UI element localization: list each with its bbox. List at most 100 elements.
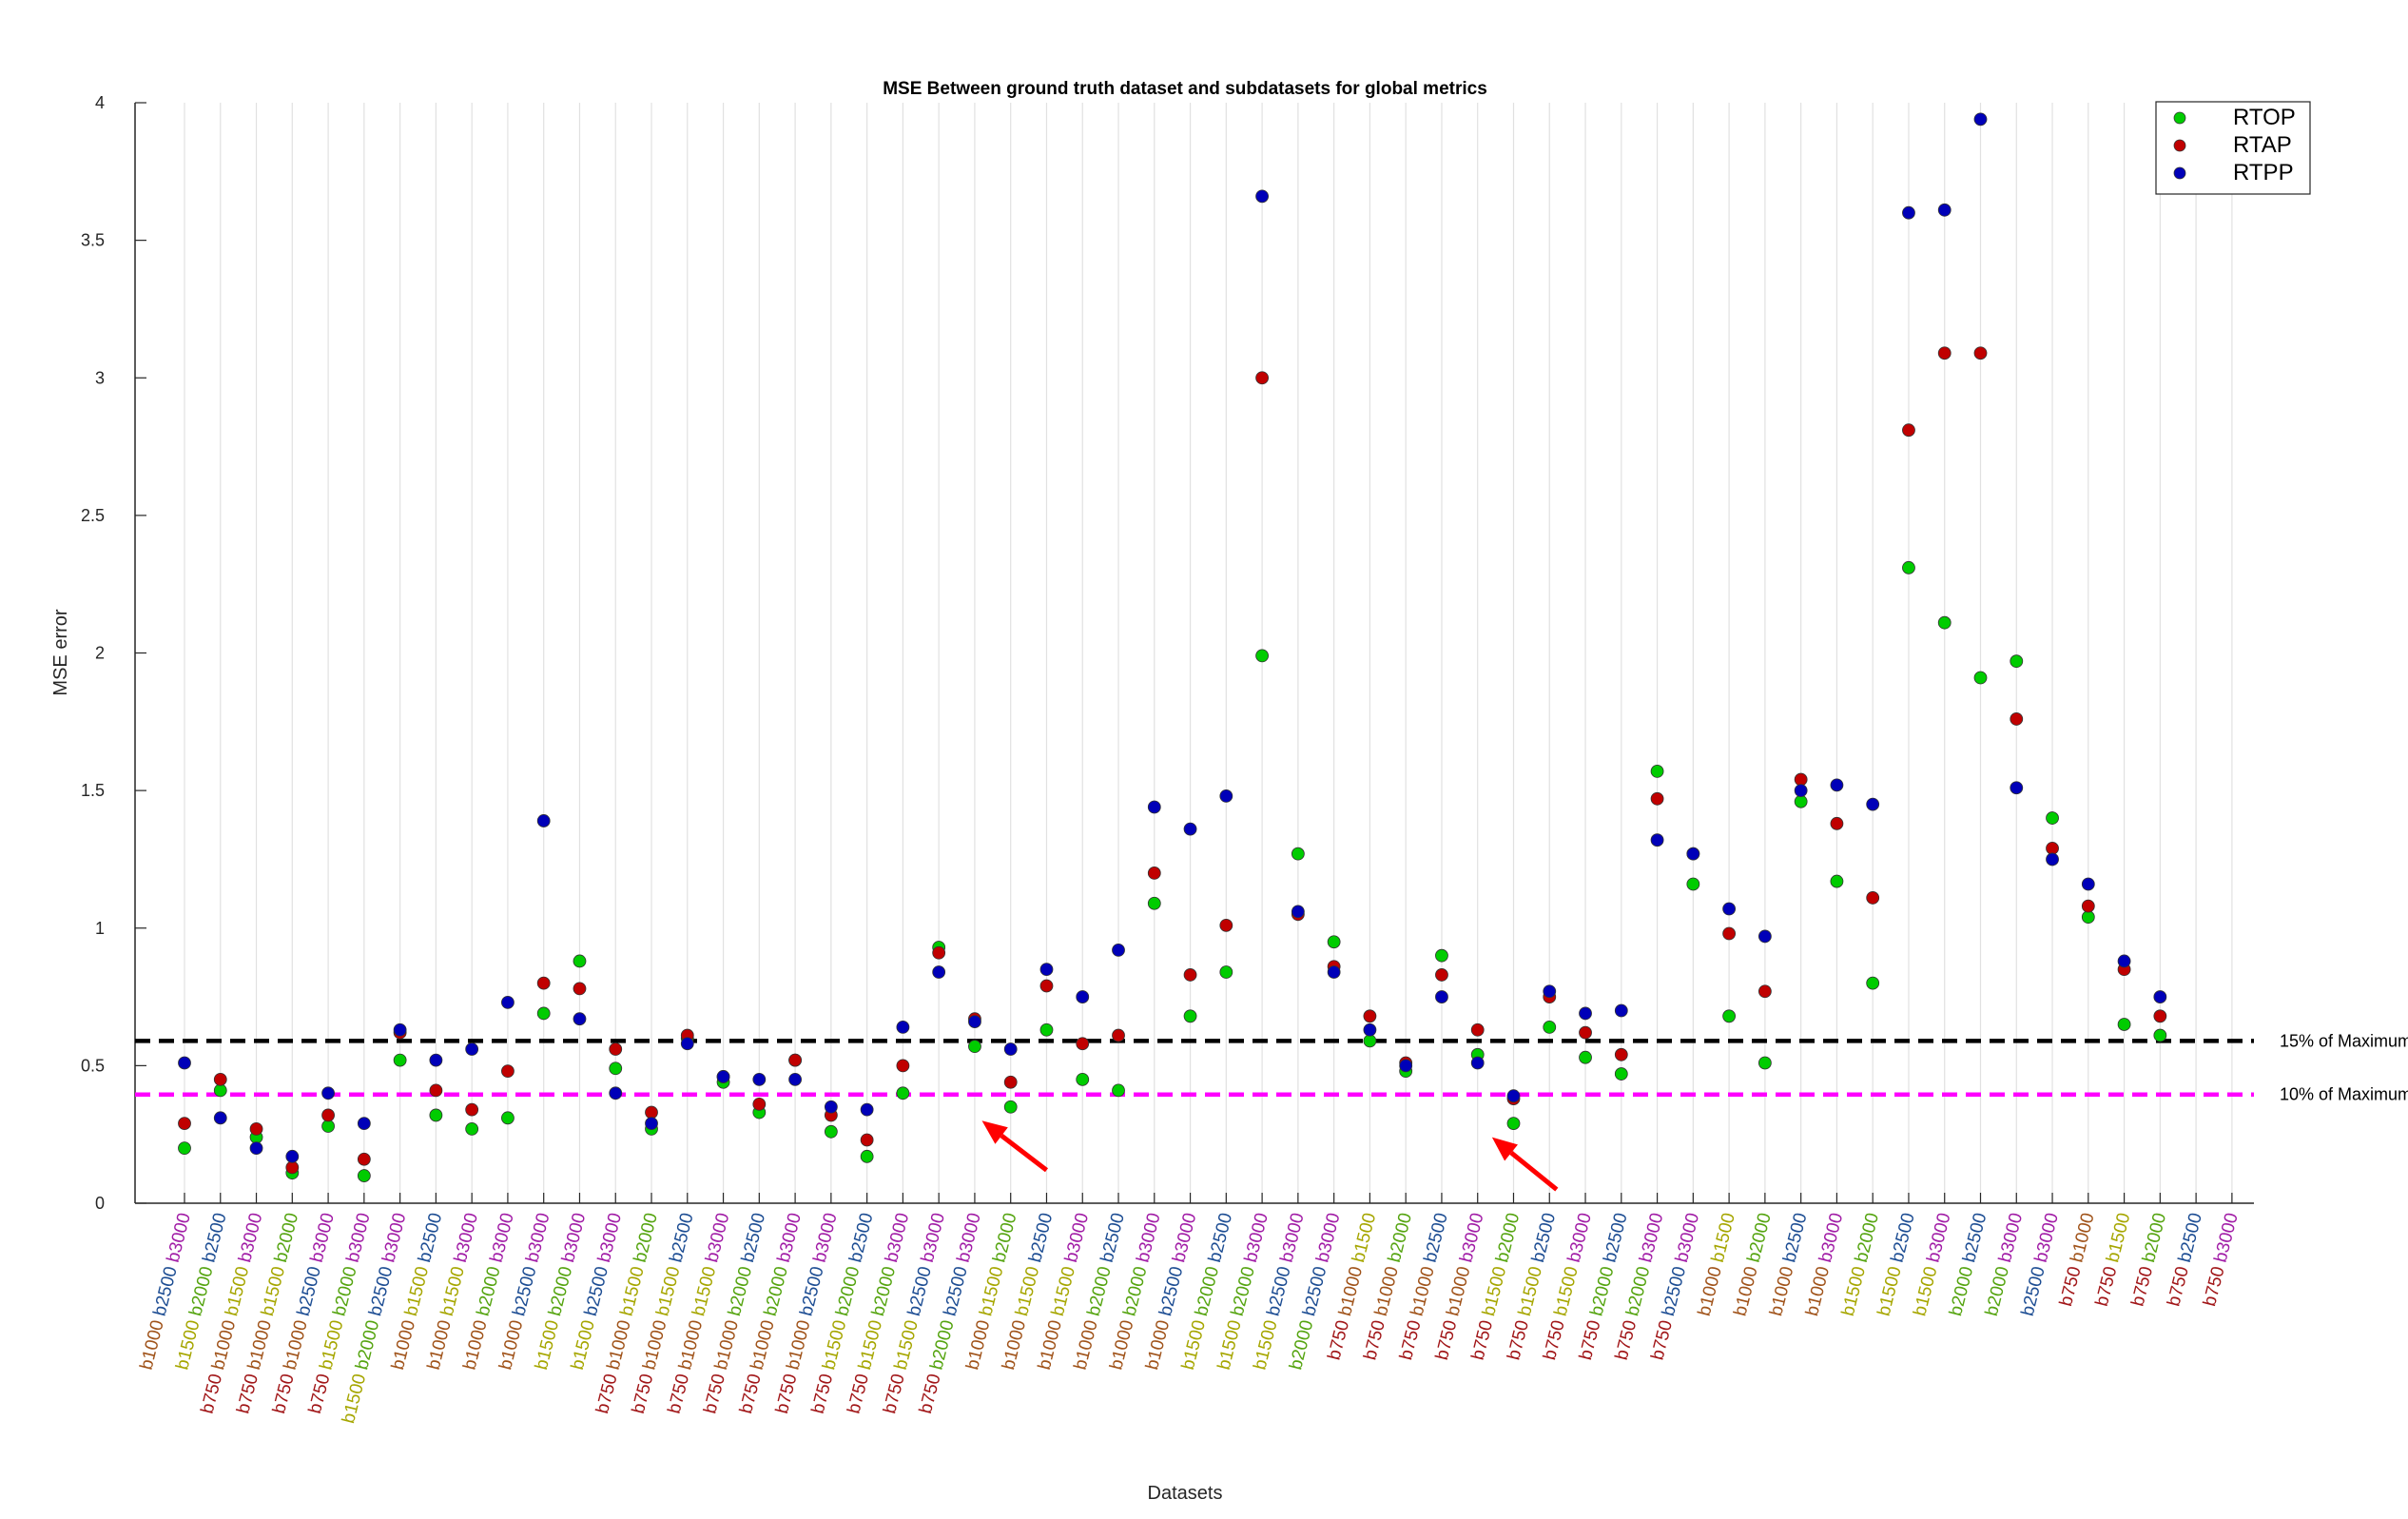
data-point-rtop — [321, 1120, 335, 1133]
data-point-rtpp — [860, 1102, 874, 1117]
data-point-rtop — [1937, 615, 1952, 630]
data-point-rtap — [1866, 891, 1880, 905]
data-point-rtop — [1183, 1009, 1197, 1023]
data-point-rtap — [645, 1105, 658, 1120]
data-point-rtop — [1039, 1022, 1054, 1037]
data-point-rtap — [896, 1059, 910, 1073]
data-point-rtop — [1363, 1034, 1377, 1048]
data-point-rtpp — [716, 1070, 730, 1083]
y-tick-label: 3 — [95, 368, 105, 387]
data-point-rtpp — [465, 1042, 479, 1056]
data-point-rtap — [1147, 867, 1161, 880]
data-point-rtap — [1579, 1025, 1592, 1040]
data-point-rtop — [2081, 910, 2095, 925]
data-point-rtap — [285, 1160, 300, 1175]
data-point-rtpp — [357, 1117, 371, 1131]
y-tick-label: 3.5 — [81, 231, 105, 250]
data-point-rtap — [1757, 984, 1772, 999]
data-point-rtap — [178, 1117, 191, 1131]
data-point-rtpp — [1650, 833, 1664, 847]
data-point-rtap — [1470, 1022, 1485, 1037]
data-point-rtap — [321, 1108, 335, 1122]
data-point-rtpp — [932, 965, 946, 979]
data-point-rtpp — [2046, 852, 2059, 867]
data-point-rtap — [213, 1072, 227, 1086]
data-point-rtop — [393, 1053, 407, 1067]
data-point-rtpp — [249, 1141, 263, 1156]
data-point-rtpp — [393, 1022, 407, 1037]
data-point-rtop — [357, 1169, 371, 1182]
data-point-rtop — [1794, 794, 1808, 808]
y-tick-label: 4 — [95, 93, 105, 112]
data-point-rtop — [1219, 965, 1233, 979]
data-point-rtop — [1579, 1050, 1592, 1064]
data-point-rtpp — [1435, 990, 1448, 1003]
arrow-shaft — [1000, 1134, 1049, 1173]
data-point-rtpp — [501, 995, 515, 1009]
arrow-shaft — [1509, 1150, 1559, 1192]
data-point-rtpp — [1327, 965, 1341, 979]
data-point-rtop — [1112, 1083, 1125, 1098]
data-point-rtop — [2010, 654, 2024, 669]
data-point-rtop — [1291, 847, 1305, 861]
arrow-head — [1491, 1137, 1518, 1161]
y-tick-label: 1.5 — [81, 781, 105, 800]
data-point-rtap — [1650, 791, 1664, 806]
data-point-rtap — [2153, 1009, 2167, 1023]
legend-marker-rtpp — [2173, 166, 2186, 180]
data-point-rtap — [1112, 1028, 1125, 1042]
data-point-rtap — [860, 1133, 874, 1147]
data-point-rtop — [1327, 935, 1341, 949]
data-point-rtpp — [788, 1072, 802, 1086]
data-point-rtop — [1435, 948, 1448, 963]
data-point-rtap — [249, 1122, 263, 1136]
y-tick-labels: 0 0.5 1 1.5 2 2.5 3 3.5 4 — [81, 93, 146, 1213]
data-point-rtpp — [1076, 990, 1090, 1003]
data-point-rtap — [536, 976, 551, 990]
data-point-rtop — [1686, 877, 1700, 891]
annotation-arrows — [981, 1120, 1559, 1192]
y-tick-label: 0 — [95, 1194, 105, 1213]
data-point-rtop — [465, 1122, 479, 1136]
data-point-rtpp — [1543, 984, 1557, 999]
data-point-rtpp — [2117, 954, 2131, 968]
data-point-rtpp — [1506, 1089, 1521, 1103]
data-point-rtpp — [1399, 1059, 1413, 1073]
data-point-rtap — [609, 1042, 623, 1056]
data-point-rtop — [501, 1111, 515, 1125]
data-point-rtpp — [896, 1020, 910, 1034]
data-point-rtap — [501, 1064, 515, 1079]
data-point-rtop — [824, 1124, 838, 1139]
data-point-rtpp — [2153, 990, 2167, 1003]
data-point-rtap — [2046, 841, 2059, 855]
x-tick-label: b750 b1000 b1500 b3000 — [198, 1211, 267, 1415]
arrow-head — [981, 1120, 1008, 1144]
data-point-rtop — [1076, 1072, 1090, 1086]
data-point-rtap — [1722, 926, 1737, 941]
data-point-rtop — [609, 1061, 623, 1076]
data-point-rtpp — [968, 1015, 981, 1028]
data-point-rtap — [752, 1097, 767, 1111]
data-point-rtap — [1183, 968, 1197, 982]
data-point-rtpp — [1686, 847, 1700, 861]
y-tick-label: 1 — [95, 919, 105, 938]
y-axis-label: MSE error — [50, 609, 71, 695]
data-point-rtap — [357, 1152, 371, 1166]
data-point-rtpp — [1614, 1003, 1628, 1018]
data-point-rtop — [1830, 874, 1844, 888]
data-point-rtpp — [1722, 902, 1737, 916]
data-point-rtpp — [2081, 877, 2095, 891]
data-point-rtop — [1255, 649, 1269, 663]
data-point-rtop — [2153, 1028, 2167, 1042]
data-point-rtop — [968, 1040, 981, 1054]
data-point-rtop — [213, 1083, 227, 1098]
data-point-rtap — [1003, 1075, 1018, 1089]
data-point-rtop — [1506, 1117, 1521, 1131]
data-point-rtap — [1255, 371, 1269, 385]
data-point-rtpp — [285, 1149, 300, 1163]
data-point-rtpp — [1363, 1022, 1377, 1037]
data-point-rtop — [1543, 1020, 1557, 1034]
data-point-rtop — [860, 1149, 874, 1163]
